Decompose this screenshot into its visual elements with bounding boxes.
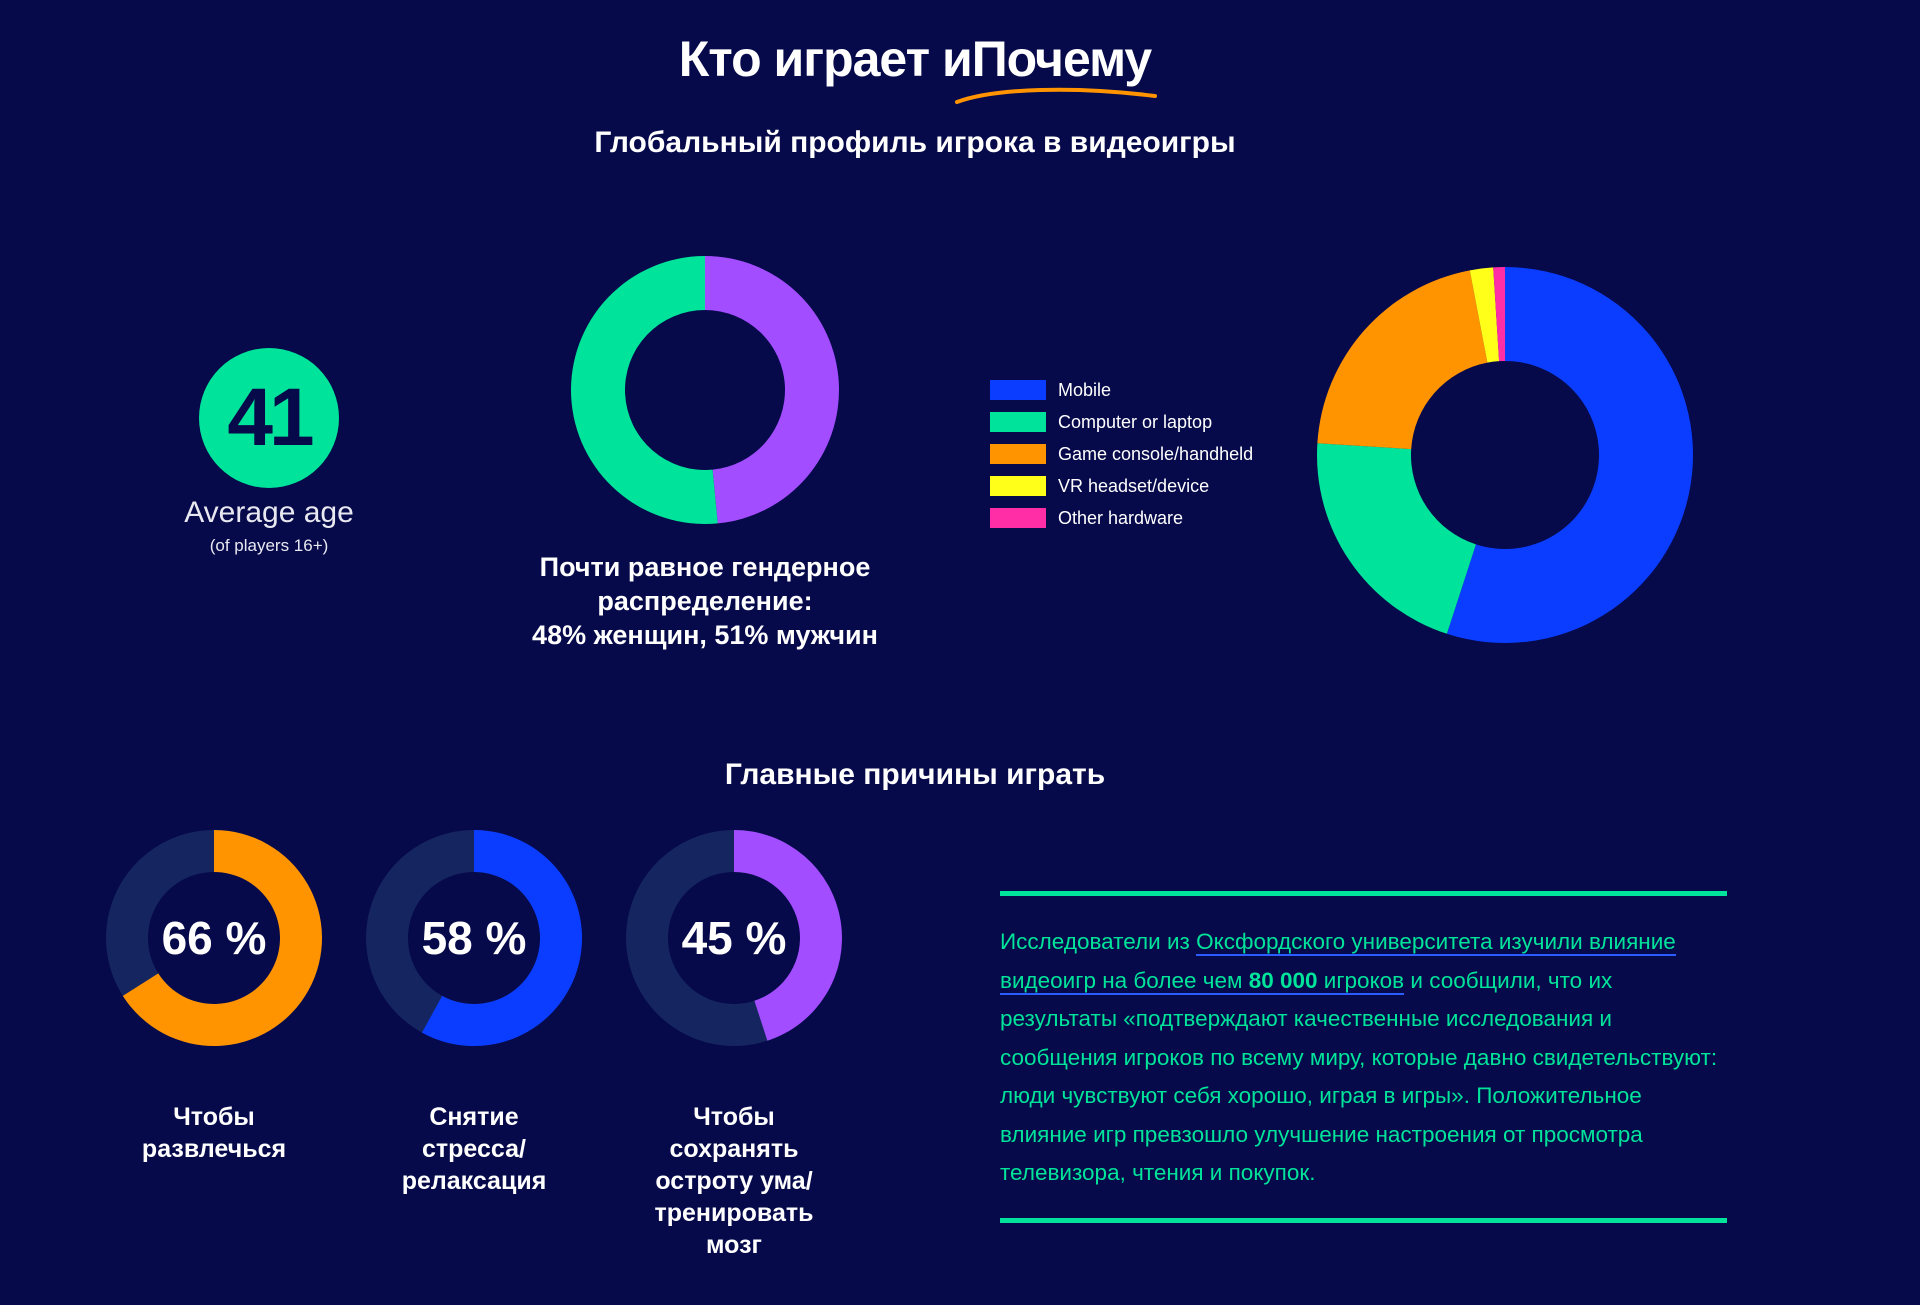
platform-donut-chart bbox=[1317, 267, 1694, 643]
gender-caption-line: Почти равное гендерное bbox=[539, 552, 871, 582]
page-subtitle: Глобальный профиль игрока в видеоигры bbox=[594, 126, 1236, 159]
reason-label-line: Чтобы bbox=[693, 1103, 775, 1131]
gender-slice-female bbox=[705, 256, 839, 524]
reason-value-arc bbox=[421, 830, 582, 1046]
legend-label: VR headset/device bbox=[1058, 475, 1210, 496]
platform-slice-vr-headset-device bbox=[1469, 267, 1500, 363]
reason-label-line: сохранять bbox=[669, 1135, 799, 1163]
gender-caption: Почти равное гендерное распределение: 48… bbox=[460, 550, 950, 652]
reason-label-line: мозг bbox=[706, 1231, 762, 1259]
legend-swatch bbox=[990, 508, 1046, 528]
average-age-label: Average age bbox=[184, 496, 354, 529]
reason-percent-label: 58 % bbox=[422, 912, 527, 964]
platform-legend: Mobile Computer or laptop Game console/han… bbox=[990, 374, 1253, 534]
gender-caption-line: распределение: bbox=[597, 586, 813, 616]
legend-swatch bbox=[990, 380, 1046, 400]
quote-link-text: игроков bbox=[1317, 967, 1405, 993]
reason-percent-label: 45 % bbox=[682, 912, 787, 964]
gender-donut-chart bbox=[571, 256, 839, 524]
reasons-title: Главные причины играть bbox=[724, 758, 1106, 791]
reason-donut-chart: 66 % bbox=[105, 830, 323, 1046]
quote-text: и сообщили, что их результаты «подтвержд… bbox=[1000, 967, 1718, 1186]
platform-slice-mobile bbox=[1446, 267, 1694, 643]
legend-item: Computer or laptop bbox=[990, 406, 1253, 438]
average-age-value: 41 bbox=[227, 372, 314, 463]
reason-value-arc bbox=[734, 830, 842, 1041]
page-title: Кто играет иПочему bbox=[678, 31, 1153, 87]
research-quote: Исследователи из Оксфордского университе… bbox=[1000, 923, 1730, 1193]
legend-label: Mobile bbox=[1058, 379, 1112, 400]
reason-donut-chart: 58 % bbox=[365, 830, 582, 1046]
reason-label: Чтобы развлечься bbox=[94, 1101, 334, 1165]
reason-label-line: релаксация bbox=[401, 1167, 547, 1195]
quote-bold-number: 80 000 bbox=[1248, 967, 1318, 993]
reason-label-line: остроту ума/ bbox=[655, 1167, 813, 1195]
legend-label: Game console/handheld bbox=[1058, 443, 1254, 464]
reason-value-arc bbox=[122, 830, 323, 1046]
reason-label-line: Снятие bbox=[429, 1103, 519, 1131]
average-age-badge: 41 bbox=[199, 348, 339, 488]
legend-swatch bbox=[990, 476, 1046, 496]
reason-label-line: развлечься bbox=[141, 1135, 287, 1163]
reason-label-line: Чтобы bbox=[173, 1103, 255, 1131]
title-underline bbox=[955, 87, 1157, 104]
reason-label: Снятие стресса/ релаксация bbox=[354, 1101, 594, 1197]
average-age-sublabel: (of players 16+) bbox=[209, 536, 329, 555]
platform-slice-computer-or-laptop bbox=[1317, 443, 1476, 634]
legend-swatch bbox=[990, 444, 1046, 464]
legend-item: Game console/handheld bbox=[990, 438, 1253, 470]
legend-item: Mobile bbox=[990, 374, 1253, 406]
legend-swatch bbox=[990, 412, 1046, 432]
quote-link-text: Оксфордского университета изучили влияни… bbox=[1000, 929, 1676, 993]
gender-slice-male bbox=[571, 256, 718, 524]
legend-label: Other hardware bbox=[1058, 507, 1184, 528]
reason-percent-label: 66 % bbox=[162, 912, 267, 964]
platform-slice-other-hardware bbox=[1493, 267, 1505, 362]
legend-label: Computer or laptop bbox=[1058, 411, 1213, 432]
quote-top-rule bbox=[1000, 891, 1727, 896]
reason-donut-chart: 45 % bbox=[625, 830, 842, 1046]
reason-label-line: тренировать bbox=[654, 1199, 814, 1227]
reason-label-line: стресса/ bbox=[422, 1135, 526, 1163]
platform-slice-game-console-handheld bbox=[1317, 270, 1488, 450]
quote-bottom-rule bbox=[1000, 1218, 1727, 1223]
legend-item: VR headset/device bbox=[990, 470, 1253, 502]
legend-item: Other hardware bbox=[990, 502, 1253, 534]
gender-caption-line: 48% женщин, 51% мужчин bbox=[532, 620, 878, 650]
oxford-study-link[interactable]: Оксфордского университета изучили влияни… bbox=[1000, 929, 1676, 995]
reason-label: Чтобы сохранять остроту ума/ тренировать… bbox=[614, 1101, 854, 1261]
quote-text: Исследователи из bbox=[1000, 929, 1197, 954]
